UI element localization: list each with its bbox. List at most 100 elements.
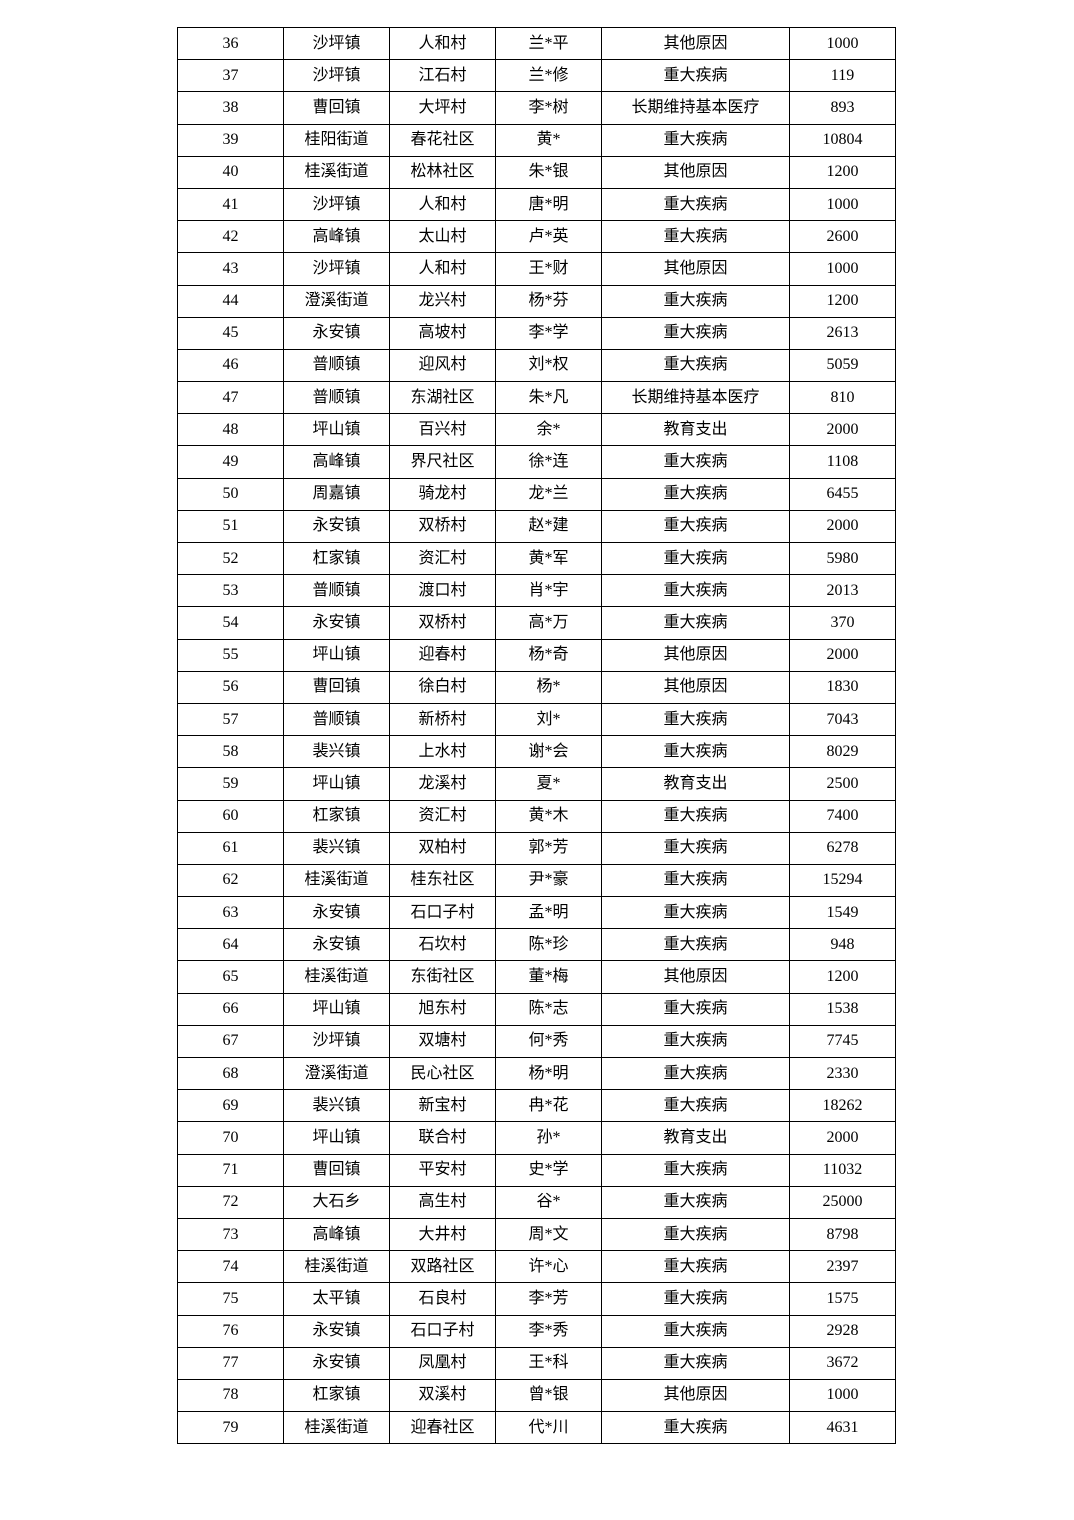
table-row: 50 周嘉镇 骑龙村 龙*兰 重大疾病 6455 [177, 477, 896, 511]
town-cell: 曹回镇 [283, 670, 390, 704]
amount-cell: 8798 [789, 1217, 896, 1252]
village-cell: 龙兴村 [389, 284, 496, 318]
reason-cell: 教育支出 [601, 1121, 790, 1155]
row-number-cell: 38 [177, 91, 284, 125]
table-row: 73 高峰镇 大井村 周*文 重大疾病 8798 [177, 1217, 896, 1252]
row-number-cell: 76 [177, 1314, 284, 1348]
town-cell: 桂溪街道 [283, 960, 390, 994]
name-cell: 刘* [495, 702, 602, 737]
amount-cell: 4631 [789, 1411, 896, 1445]
name-cell: 谢*会 [495, 735, 602, 769]
village-cell: 人和村 [389, 252, 496, 286]
town-cell: 澄溪街道 [283, 1056, 390, 1091]
reason-cell: 重大疾病 [601, 1217, 790, 1252]
amount-cell: 370 [789, 606, 896, 640]
table-row: 41 沙坪镇 人和村 唐*明 重大疾病 1000 [177, 187, 896, 222]
village-cell: 双桥村 [389, 606, 496, 640]
village-cell: 旭东村 [389, 992, 496, 1026]
town-cell: 普顺镇 [283, 702, 390, 737]
town-cell: 永安镇 [283, 316, 390, 350]
amount-cell: 10804 [789, 123, 896, 157]
row-number-cell: 62 [177, 863, 284, 898]
name-cell: 周*文 [495, 1217, 602, 1252]
name-cell: 黄*木 [495, 799, 602, 833]
reason-cell: 其他原因 [601, 1378, 790, 1413]
village-cell: 新桥村 [389, 702, 496, 737]
town-cell: 沙坪镇 [283, 252, 390, 286]
village-cell: 石口子村 [389, 896, 496, 930]
table-row: 74 桂溪街道 双路社区 许*心 重大疾病 2397 [177, 1250, 896, 1284]
village-cell: 石良村 [389, 1282, 496, 1316]
name-cell: 谷* [495, 1185, 602, 1219]
town-cell: 普顺镇 [283, 348, 390, 383]
row-number-cell: 49 [177, 445, 284, 479]
name-cell: 高*万 [495, 606, 602, 640]
name-cell: 郭*芳 [495, 831, 602, 865]
relief-table: 36 沙坪镇 人和村 兰*平 其他原因 1000 37 沙坪镇 江石村 兰*修 重大疾病 119 38 曹… [177, 26, 896, 1445]
name-cell: 唐*明 [495, 187, 602, 222]
table-row: 37 沙坪镇 江石村 兰*修 重大疾病 119 [177, 59, 896, 93]
name-cell: 李*树 [495, 91, 602, 125]
row-number-cell: 42 [177, 220, 284, 254]
row-number-cell: 67 [177, 1024, 284, 1059]
table-row: 72 大石乡 高生村 谷* 重大疾病 25000 [177, 1185, 896, 1219]
village-cell: 春花社区 [389, 123, 496, 157]
name-cell: 王*财 [495, 252, 602, 286]
amount-cell: 2000 [789, 1121, 896, 1155]
name-cell: 曾*银 [495, 1378, 602, 1413]
amount-cell: 18262 [789, 1089, 896, 1123]
amount-cell: 5059 [789, 348, 896, 383]
table-row: 68 澄溪街道 民心社区 杨*明 重大疾病 2330 [177, 1056, 896, 1091]
reason-cell: 教育支出 [601, 767, 790, 801]
name-cell: 李*芳 [495, 1282, 602, 1316]
table-row: 77 永安镇 凤凰村 王*科 重大疾病 3672 [177, 1346, 896, 1380]
amount-cell: 1000 [789, 187, 896, 222]
town-cell: 永安镇 [283, 928, 390, 962]
name-cell: 陈*志 [495, 992, 602, 1026]
amount-cell: 3672 [789, 1346, 896, 1380]
name-cell: 刘*权 [495, 348, 602, 383]
town-cell: 坪山镇 [283, 1121, 390, 1155]
table-row: 75 太平镇 石良村 李*芳 重大疾病 1575 [177, 1282, 896, 1316]
amount-cell: 810 [789, 381, 896, 415]
village-cell: 骑龙村 [389, 477, 496, 511]
town-cell: 普顺镇 [283, 381, 390, 415]
amount-cell: 948 [789, 928, 896, 962]
reason-cell: 重大疾病 [601, 1411, 790, 1445]
table-row: 61 裴兴镇 双柏村 郭*芳 重大疾病 6278 [177, 831, 896, 865]
table-row: 71 曹回镇 平安村 史*学 重大疾病 11032 [177, 1153, 896, 1187]
amount-cell: 2613 [789, 316, 896, 350]
row-number-cell: 53 [177, 574, 284, 608]
reason-cell: 重大疾病 [601, 316, 790, 350]
row-number-cell: 39 [177, 123, 284, 157]
name-cell: 兰*平 [495, 26, 602, 61]
reason-cell: 重大疾病 [601, 1346, 790, 1380]
name-cell: 杨*芬 [495, 284, 602, 318]
reason-cell: 重大疾病 [601, 574, 790, 608]
row-number-cell: 40 [177, 155, 284, 189]
amount-cell: 25000 [789, 1185, 896, 1219]
amount-cell: 1830 [789, 670, 896, 704]
town-cell: 曹回镇 [283, 91, 390, 125]
table-row: 52 杠家镇 资汇村 黄*军 重大疾病 5980 [177, 541, 896, 576]
village-cell: 龙溪村 [389, 767, 496, 801]
name-cell: 夏* [495, 767, 602, 801]
reason-cell: 重大疾病 [601, 1056, 790, 1091]
reason-cell: 重大疾病 [601, 1282, 790, 1316]
village-cell: 上水村 [389, 735, 496, 769]
row-number-cell: 78 [177, 1378, 284, 1413]
row-number-cell: 43 [177, 252, 284, 286]
amount-cell: 1575 [789, 1282, 896, 1316]
reason-cell: 重大疾病 [601, 896, 790, 930]
table-row: 39 桂阳街道 春花社区 黄* 重大疾病 10804 [177, 123, 896, 157]
row-number-cell: 79 [177, 1411, 284, 1445]
amount-cell: 11032 [789, 1153, 896, 1187]
amount-cell: 2000 [789, 509, 896, 544]
row-number-cell: 52 [177, 541, 284, 576]
row-number-cell: 47 [177, 381, 284, 415]
table-row: 60 杠家镇 资汇村 黄*木 重大疾病 7400 [177, 799, 896, 833]
name-cell: 卢*英 [495, 220, 602, 254]
village-cell: 徐白村 [389, 670, 496, 704]
table-row: 65 桂溪街道 东街社区 董*梅 其他原因 1200 [177, 960, 896, 994]
reason-cell: 重大疾病 [601, 477, 790, 511]
